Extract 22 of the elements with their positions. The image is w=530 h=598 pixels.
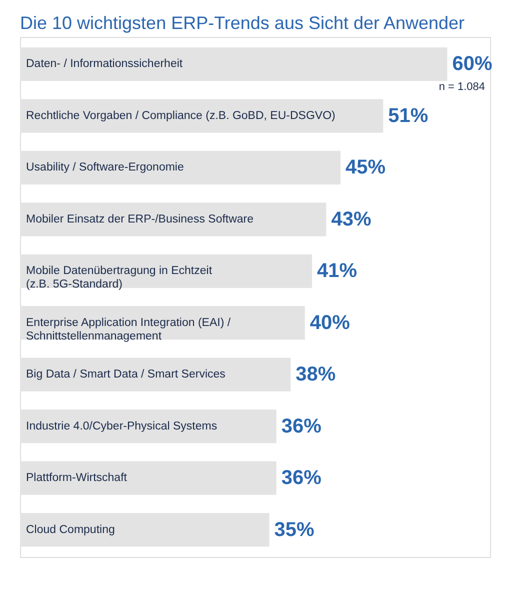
y-tick-label: Rechtliche Vorgaben / Compliance (z.B. GoBD, EU-DSGVO) xyxy=(26,110,336,122)
data-label: 35% xyxy=(274,518,314,541)
data-label: 51% xyxy=(388,104,428,127)
data-label: 45% xyxy=(345,156,386,179)
annotation: n = 1.084 xyxy=(438,81,485,93)
data-label: 36% xyxy=(281,467,322,490)
data-label: 36% xyxy=(281,415,322,438)
y-tick-label: Enterprise Application Integration (EAI) / Schnittstellenmanagement xyxy=(26,316,232,342)
chart-title: Die 10 wichtigsten ERP-Trends aus Sicht der Anwender xyxy=(20,13,465,33)
y-tick-label: Industrie 4.0/Cyber-Physical Systems xyxy=(26,420,218,432)
data-label: 41% xyxy=(316,260,358,282)
y-tick-label: Cloud Computing xyxy=(26,524,115,536)
y-tick-label: Plattform-Wirtschaft xyxy=(26,472,128,484)
y-tick-label: Big Data / Smart Data / Smart Services xyxy=(26,368,226,381)
y-tick-label: Daten- / Informationssicherheit xyxy=(26,58,184,70)
data-label: 43% xyxy=(331,208,372,230)
y-tick-label: Mobile Datenübertragung in Echtzeit (z.B. 5G-Standard) xyxy=(26,265,213,291)
data-label: 40% xyxy=(310,312,350,334)
data-label: 60% xyxy=(452,53,493,76)
y-tick-label: Mobiler Einsatz der ERP-/Business Software xyxy=(26,213,254,226)
y-tick-label: Usability / Software-Ergonomie xyxy=(26,162,184,174)
data-label: 38% xyxy=(296,364,336,386)
